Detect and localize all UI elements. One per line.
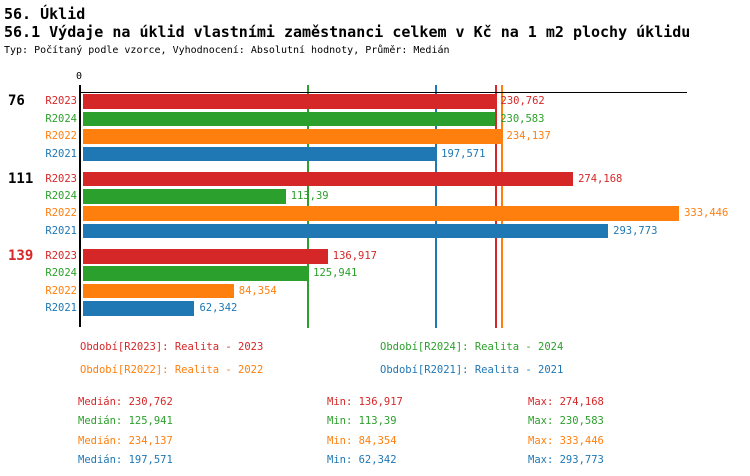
bar-row-label: R2024: [45, 112, 77, 125]
stat-max-r2021: Max: 293,773: [528, 454, 604, 467]
stat-min-r2021: Min: 62,342: [327, 454, 397, 467]
bar-value-label: 293,773: [613, 224, 658, 237]
legend-item-r2022: Období[R2022]: Realita - 2022: [80, 364, 264, 376]
bar-value-label: 125,941: [313, 267, 358, 280]
bar-r2021: [83, 223, 609, 239]
bar-value-label: 230,762: [500, 95, 545, 108]
bar-row-label: R2024: [45, 190, 77, 203]
group-label: 139: [8, 248, 34, 264]
legend-item-r2024: Období[R2024]: Realita - 2024: [380, 341, 564, 353]
bar-r2021: [83, 301, 195, 316]
x-axis-line: [79, 92, 687, 93]
bar-r2022: [83, 206, 680, 221]
bar-value-label: 113,39: [290, 190, 329, 203]
bar-r2024: [83, 189, 286, 204]
group-label: 76: [8, 93, 25, 110]
stat-median-r2022: Medián: 234,137: [78, 434, 173, 447]
x-axis-zero-label: 0: [75, 71, 83, 82]
bar-r2021: [83, 146, 437, 161]
stat-max-r2024: Max: 230,583: [528, 415, 604, 428]
bar-row-label: R2023: [45, 250, 77, 262]
report-section-title: 56. Úklid: [4, 5, 86, 23]
bar-row-label: R2022: [45, 207, 77, 220]
bar-value-label: 136,917: [332, 250, 378, 262]
stat-min-r2023: Min: 136,917: [327, 396, 403, 408]
bar-value-label: 197,571: [441, 147, 486, 160]
y-axis-line: [79, 85, 81, 327]
bar-r2022: [83, 283, 234, 299]
bar-r2023: [83, 94, 496, 109]
bar-r2024: [83, 266, 309, 281]
legend-item-r2021: Období[R2021]: Realita - 2021: [380, 364, 564, 376]
bar-value-label: 62,342: [199, 302, 238, 315]
stat-median-r2024: Medián: 125,941: [78, 415, 173, 428]
bar-row-label: R2023: [45, 95, 77, 108]
stat-max-r2023: Max: 274,168: [528, 396, 604, 408]
bar-row-label: R2021: [45, 302, 77, 315]
stat-min-r2022: Min: 84,354: [327, 434, 397, 447]
bar-r2022: [83, 129, 502, 144]
bar-r2024: [83, 111, 496, 127]
stat-max-r2022: Max: 333,446: [528, 434, 604, 447]
stat-median-r2023: Medián: 230,762: [78, 396, 173, 408]
bar-r2023: [83, 249, 328, 264]
stat-min-r2024: Min: 113,39: [327, 415, 397, 428]
bar-value-label: 230,583: [500, 112, 545, 125]
legend-item-r2023: Období[R2023]: Realita - 2023: [80, 341, 264, 353]
bar-row-label: R2022: [45, 130, 77, 143]
bar-value-label: 234,137: [506, 130, 551, 143]
group-label: 111: [8, 170, 34, 187]
bar-row-label: R2021: [45, 147, 77, 160]
bar-row-label: R2021: [45, 224, 77, 237]
bar-value-label: 333,446: [684, 207, 729, 220]
indicator-title: 56.1 Výdaje na úklid vlastními zaměstnan…: [4, 23, 691, 41]
stat-median-r2021: Medián: 197,571: [78, 454, 173, 467]
bar-row-label: R2024: [45, 267, 77, 280]
indicator-meta: Typ: Počítaný podle vzorce, Vyhodnocení:…: [4, 45, 450, 56]
bar-row-label: R2023: [45, 172, 77, 185]
bar-row-label: R2022: [45, 284, 77, 297]
bar-value-label: 274,168: [578, 172, 623, 185]
bar-value-label: 84,354: [238, 284, 277, 297]
bar-chart: 0 76 R2023 230,762 R2024 230,583 R2022 234,137…: [0, 62, 750, 338]
bar-r2023: [83, 171, 574, 187]
